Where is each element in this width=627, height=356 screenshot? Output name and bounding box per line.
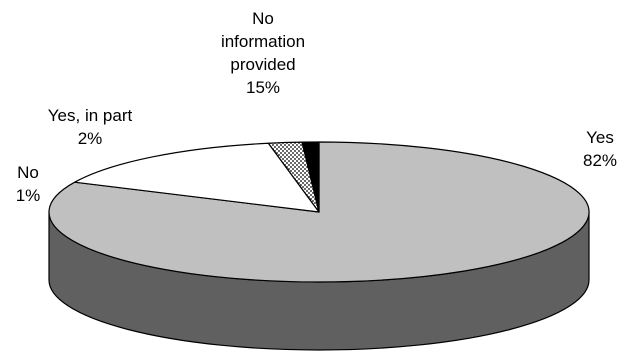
pie-top-layer [48,141,590,283]
pie-slice-no-information-provided [74,142,320,213]
pie-label-no-information-provided: No information provided 15% [221,9,305,97]
pie-label-value: 82% [583,151,617,170]
pie-label-value: 1% [16,186,41,205]
pie-label-yes: Yes 82% [583,128,617,170]
pie-label-no: No 1% [16,163,41,205]
pie-label-text: No [252,9,274,28]
pie-label-layer: Yes 82% No information provided 15% Yes, in pa… [16,9,617,205]
pie-label-text: information [221,32,305,51]
pie-label-value: 2% [78,129,103,148]
pie-slice-no [301,141,320,213]
pie-label-text: provided [230,55,295,74]
pie-label-text: Yes [586,128,614,147]
pie-label-text: Yes, in part [48,106,133,125]
pie-label-value: 15% [246,78,280,97]
pie-label-yes-in-part: Yes, in part 2% [48,106,133,148]
pie-label-text: No [17,163,39,182]
